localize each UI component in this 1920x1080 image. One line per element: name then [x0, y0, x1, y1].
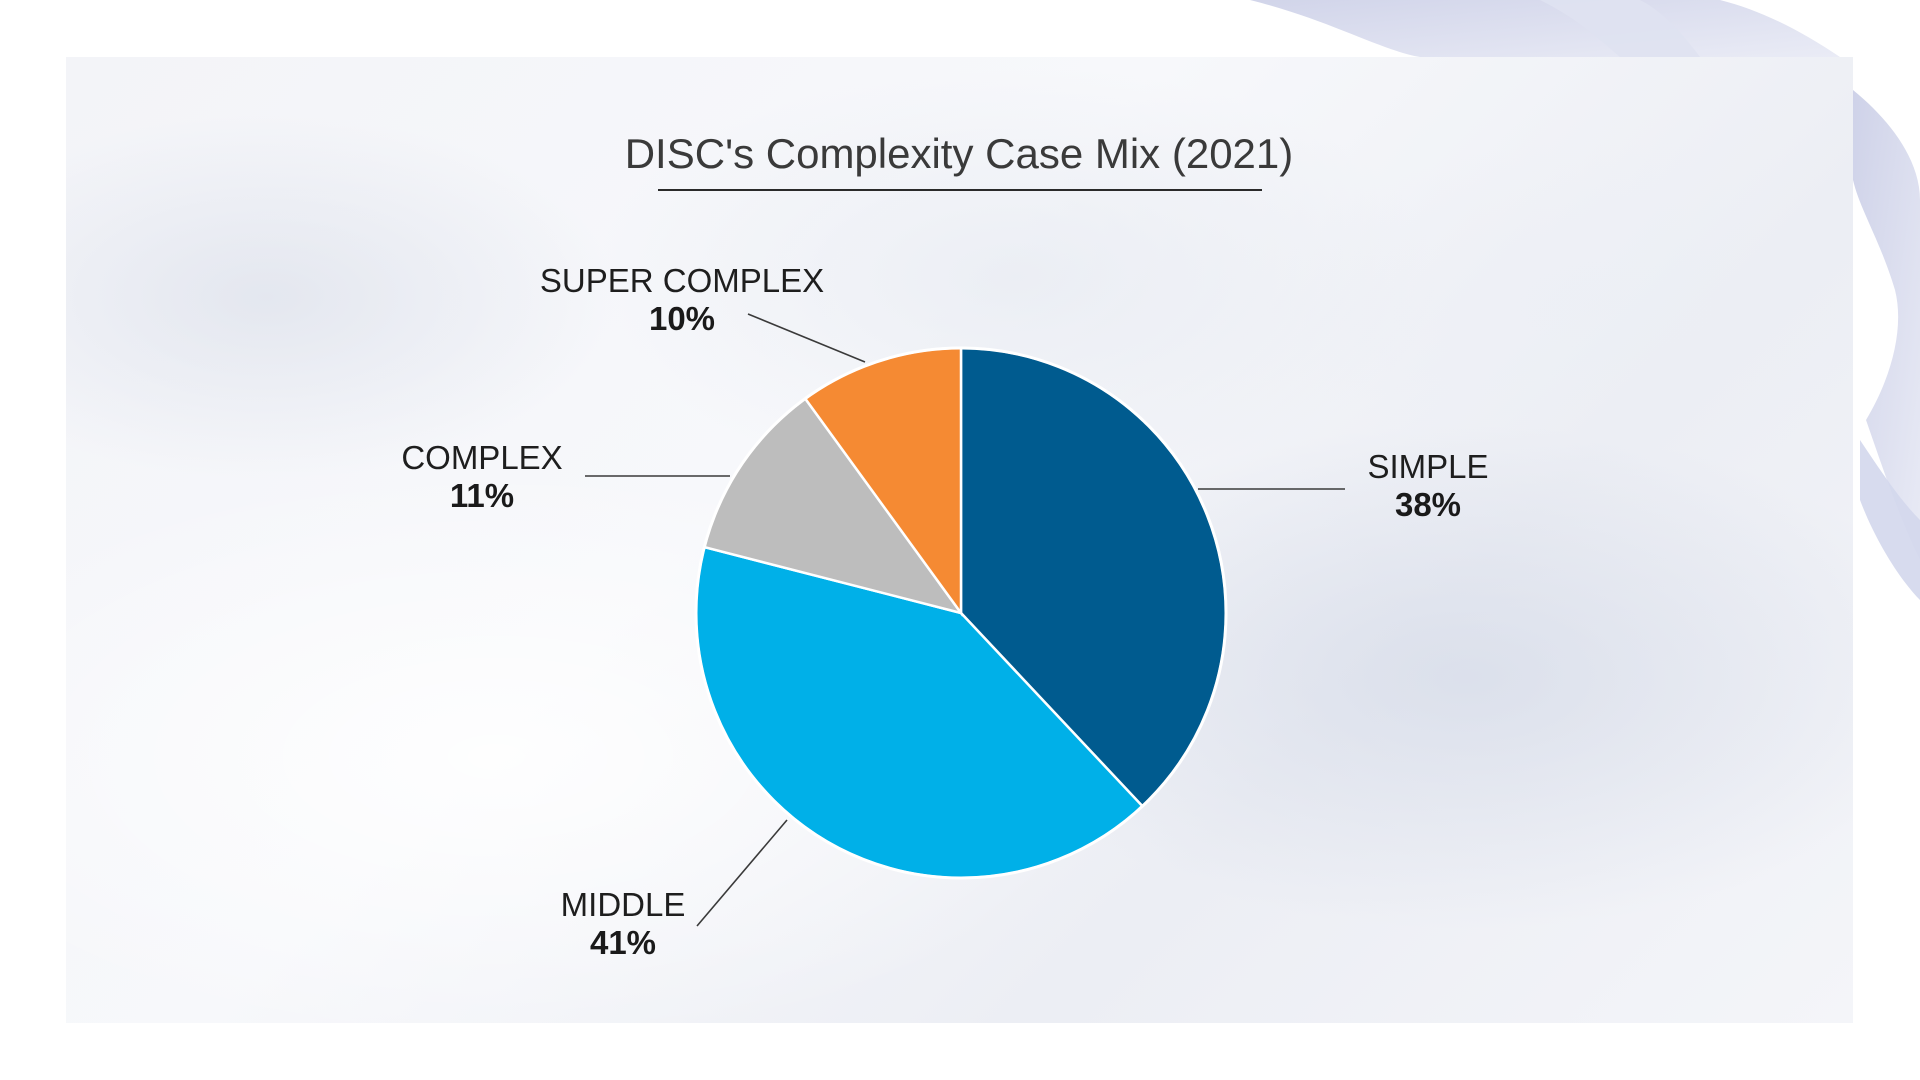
- slice-value-super-complex: 10%: [649, 300, 715, 337]
- slice-label-middle: MIDDLE: [561, 886, 686, 923]
- chart-title-group: DISC's Complexity Case Mix (2021): [625, 130, 1294, 191]
- slice-value-middle: 41%: [590, 924, 656, 961]
- pie-slices: [694, 346, 1228, 880]
- slice-label-complex: COMPLEX: [401, 439, 562, 476]
- pie-outline: [694, 346, 1228, 880]
- chart-title: DISC's Complexity Case Mix (2021): [625, 130, 1294, 177]
- slice-label-simple: SIMPLE: [1367, 448, 1488, 485]
- leader-lines: [585, 313, 1345, 927]
- slice-value-complex: 11%: [450, 477, 514, 514]
- slice-value-simple: 38%: [1395, 486, 1461, 523]
- leader-line-middle: [696, 819, 788, 927]
- slice-label-super-complex: SUPER COMPLEX: [540, 262, 824, 299]
- leader-line-super-complex: [747, 313, 866, 363]
